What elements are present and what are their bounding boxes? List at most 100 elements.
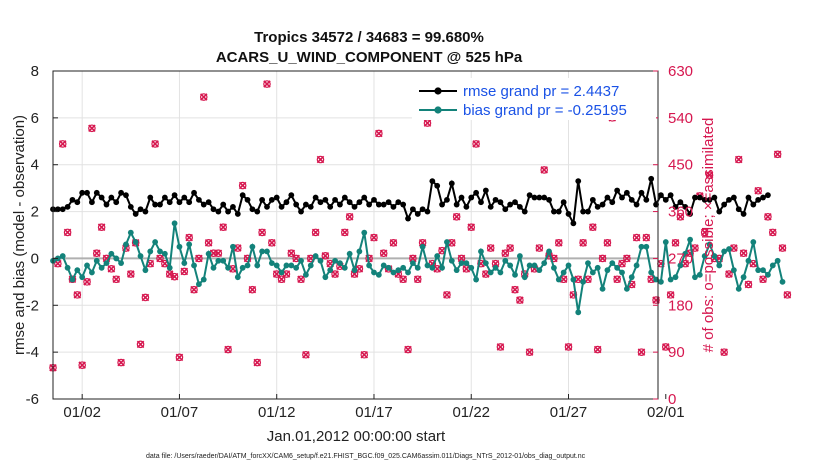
bias-point xyxy=(604,267,611,274)
possible-obs-point xyxy=(311,228,320,237)
assimilated-obs-point xyxy=(93,249,101,257)
assimilated-obs-stroke-b xyxy=(705,171,714,179)
assimilated-obs-stroke-b xyxy=(78,361,86,369)
bias-point xyxy=(127,229,134,236)
rmse-point xyxy=(264,203,270,210)
assimilated-obs-point xyxy=(97,223,106,231)
right-tick-label: 0 xyxy=(668,391,676,408)
right-tick-label: 540 xyxy=(668,110,693,127)
bias-point xyxy=(385,264,392,271)
assimilated-obs-point xyxy=(175,353,184,362)
assimilated-obs-point xyxy=(759,275,767,284)
assimilated-obs-stroke-b xyxy=(248,285,257,294)
rmse-point xyxy=(565,211,572,217)
possible-obs-point xyxy=(540,166,548,174)
possible-obs-point xyxy=(345,212,354,221)
bias-point xyxy=(283,262,290,269)
rmse-point xyxy=(497,199,504,206)
rmse-point xyxy=(414,211,421,217)
assimilated-obs-point xyxy=(632,233,641,242)
rmse-point xyxy=(662,196,669,203)
bias-point xyxy=(755,267,762,274)
assimilated-obs-point xyxy=(637,348,646,356)
bias-point xyxy=(366,262,373,269)
x-tick-label: 01/12 xyxy=(258,404,296,421)
bias-point xyxy=(575,309,582,316)
rmse-point xyxy=(692,194,698,201)
assimilated-obs-stroke-b xyxy=(734,155,743,164)
possible-obs-point xyxy=(413,275,422,284)
assimilated-obs-stroke-b xyxy=(637,348,646,356)
assimilated-obs-point xyxy=(778,244,787,252)
assimilated-obs-point xyxy=(170,272,179,281)
assimilated-obs-stroke-b xyxy=(365,254,373,263)
assimilated-obs-stroke-b xyxy=(564,343,573,351)
rmse-point xyxy=(93,189,100,196)
x-tick-label: 01/02 xyxy=(63,404,101,421)
assimilated-obs-stroke-b xyxy=(379,249,388,257)
assimilated-obs-point xyxy=(258,228,266,237)
assimilated-obs-stroke-b xyxy=(579,239,587,247)
possible-obs-point xyxy=(214,249,223,258)
bias-point xyxy=(93,257,100,264)
assimilated-obs-point xyxy=(219,223,227,231)
assimilated-obs-point xyxy=(744,280,753,289)
assimilated-obs-point xyxy=(404,345,412,354)
rmse-point xyxy=(361,194,368,201)
rmse-point xyxy=(439,201,445,208)
assimilated-obs-stroke-b xyxy=(180,267,189,276)
assimilated-obs-point xyxy=(63,228,72,237)
rmse-point xyxy=(239,192,246,199)
assimilated-obs-point xyxy=(151,140,159,148)
assimilated-obs-stroke-b xyxy=(769,228,777,237)
possible-obs-point xyxy=(589,223,597,231)
possible-obs-point xyxy=(671,239,680,247)
possible-obs-point xyxy=(618,259,626,268)
assimilated-obs-stroke-b xyxy=(136,340,145,349)
possible-obs-point xyxy=(593,345,602,354)
assimilated-obs-point xyxy=(555,239,563,247)
possible-obs-point xyxy=(277,275,286,284)
bias-point xyxy=(230,243,236,250)
assimilated-obs-stroke-b xyxy=(297,275,305,284)
bias-point xyxy=(390,269,397,276)
assimilated-obs-stroke-b xyxy=(146,259,155,268)
rmse-point xyxy=(750,201,757,208)
bias-point xyxy=(769,262,776,269)
assimilated-obs-point xyxy=(375,129,383,138)
rmse-point xyxy=(701,196,708,203)
bias-point xyxy=(307,262,314,269)
bias-point xyxy=(628,274,635,281)
assimilated-obs-stroke-b xyxy=(268,239,276,247)
bias-point xyxy=(181,260,188,267)
bias-point xyxy=(658,278,664,285)
right-tick-label: 360 xyxy=(668,204,693,221)
possible-obs-point xyxy=(136,340,145,349)
assimilated-obs-point xyxy=(773,150,782,159)
assimilated-obs-point xyxy=(78,361,86,369)
rmse-point xyxy=(604,194,611,201)
rmse-point xyxy=(302,201,309,208)
possible-obs-point xyxy=(302,350,310,359)
assimilated-obs-stroke-b xyxy=(107,265,116,273)
bias-point xyxy=(453,267,460,274)
legend-bias-label: bias grand pr = -0.25195 xyxy=(463,102,627,119)
rmse-point xyxy=(84,189,90,196)
bias-point xyxy=(711,253,718,259)
rmse-point xyxy=(196,196,202,203)
bias-point xyxy=(536,267,543,274)
bias-point xyxy=(215,257,222,264)
rmse-point xyxy=(448,180,455,187)
rmse-point xyxy=(575,178,582,185)
plot-area xyxy=(53,71,658,399)
possible-obs-point xyxy=(613,275,621,284)
bias-point xyxy=(551,264,557,271)
assimilated-obs-point xyxy=(443,291,451,299)
assimilated-obs-point xyxy=(413,275,422,284)
assimilated-obs-point xyxy=(112,275,120,284)
assimilated-obs-stroke-b xyxy=(467,223,476,231)
possible-obs-point xyxy=(268,239,276,247)
bias-point xyxy=(638,243,645,250)
rmse-point xyxy=(234,211,241,217)
possible-obs-point xyxy=(652,296,660,304)
